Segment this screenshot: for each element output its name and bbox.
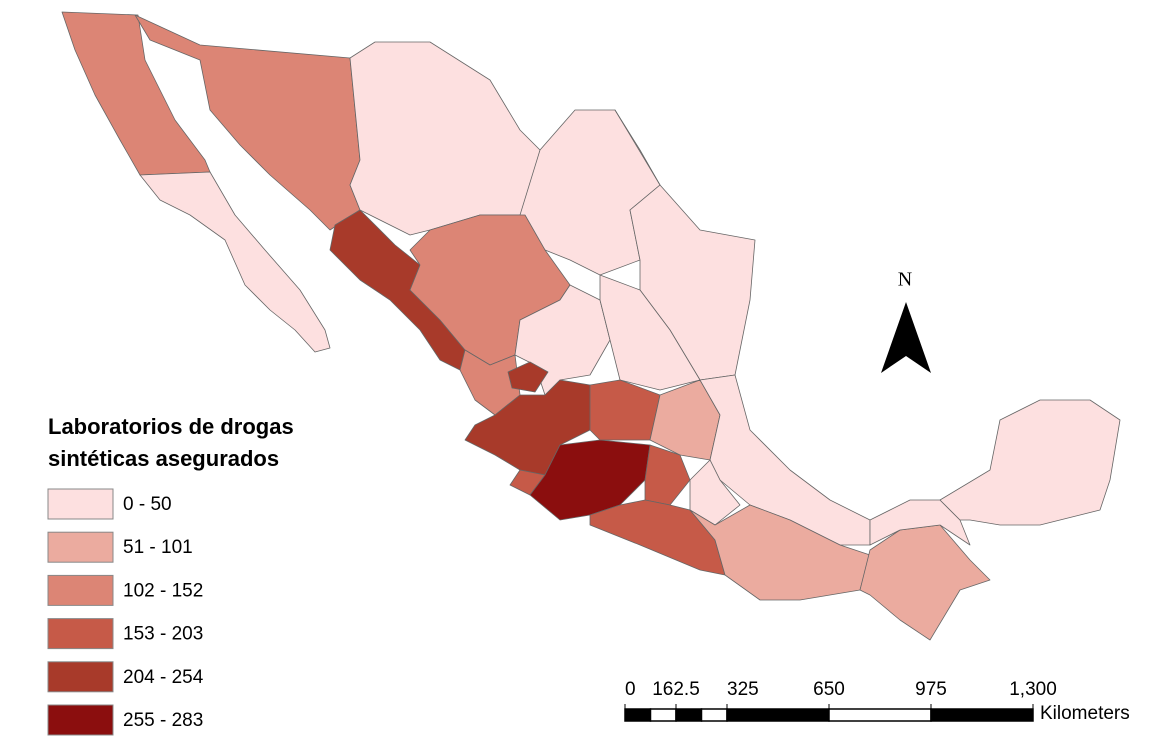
scale-unit: Kilometers	[1040, 703, 1130, 724]
scale-label: 162.5	[652, 679, 700, 700]
legend-label: 51 - 101	[123, 537, 193, 558]
legend-label: 0 - 50	[123, 494, 172, 515]
scale-segment	[675, 708, 703, 722]
legend-label: 255 - 283	[123, 710, 203, 731]
scale-label: 650	[813, 679, 845, 700]
scale-label: 325	[727, 679, 759, 700]
scale-segment	[649, 708, 677, 722]
state	[859, 524, 991, 641]
scale-bar: 0 162.5 325 650 975 1,300	[624, 679, 1057, 722]
scale-label: 1,300	[1009, 679, 1057, 700]
state	[869, 499, 971, 546]
scale-segment	[930, 708, 1034, 722]
scale-segment	[624, 708, 652, 722]
legend-swatch	[47, 488, 114, 520]
states	[61, 11, 1121, 641]
scale-segment	[726, 708, 830, 722]
legend: 0 - 50 51 - 101 102 - 152 153 - 203 204 - 25…	[47, 488, 204, 736]
legend-title: Laboratorios de drogas	[48, 414, 294, 439]
state	[349, 41, 541, 236]
scale-label: 975	[915, 679, 947, 700]
state	[599, 274, 701, 391]
north-arrow	[881, 302, 931, 373]
legend-label: 102 - 152	[123, 580, 203, 601]
scale-segment	[700, 708, 728, 722]
legend-swatch	[47, 531, 114, 563]
legend-label: 204 - 254	[123, 667, 204, 688]
state	[939, 399, 1121, 526]
scale-label: 0	[625, 679, 636, 700]
scale-segment	[828, 708, 932, 722]
legend-title: sintéticas asegurados	[48, 446, 279, 471]
state	[464, 379, 601, 476]
state	[139, 171, 331, 353]
legend-label: 153 - 203	[123, 624, 203, 645]
state	[507, 361, 549, 393]
legend-swatch	[47, 574, 114, 606]
legend-swatch	[47, 704, 114, 736]
state	[589, 379, 661, 441]
legend-swatch	[47, 618, 114, 650]
legend-swatch	[47, 661, 114, 693]
state	[61, 11, 211, 176]
north-label: N	[898, 269, 912, 291]
